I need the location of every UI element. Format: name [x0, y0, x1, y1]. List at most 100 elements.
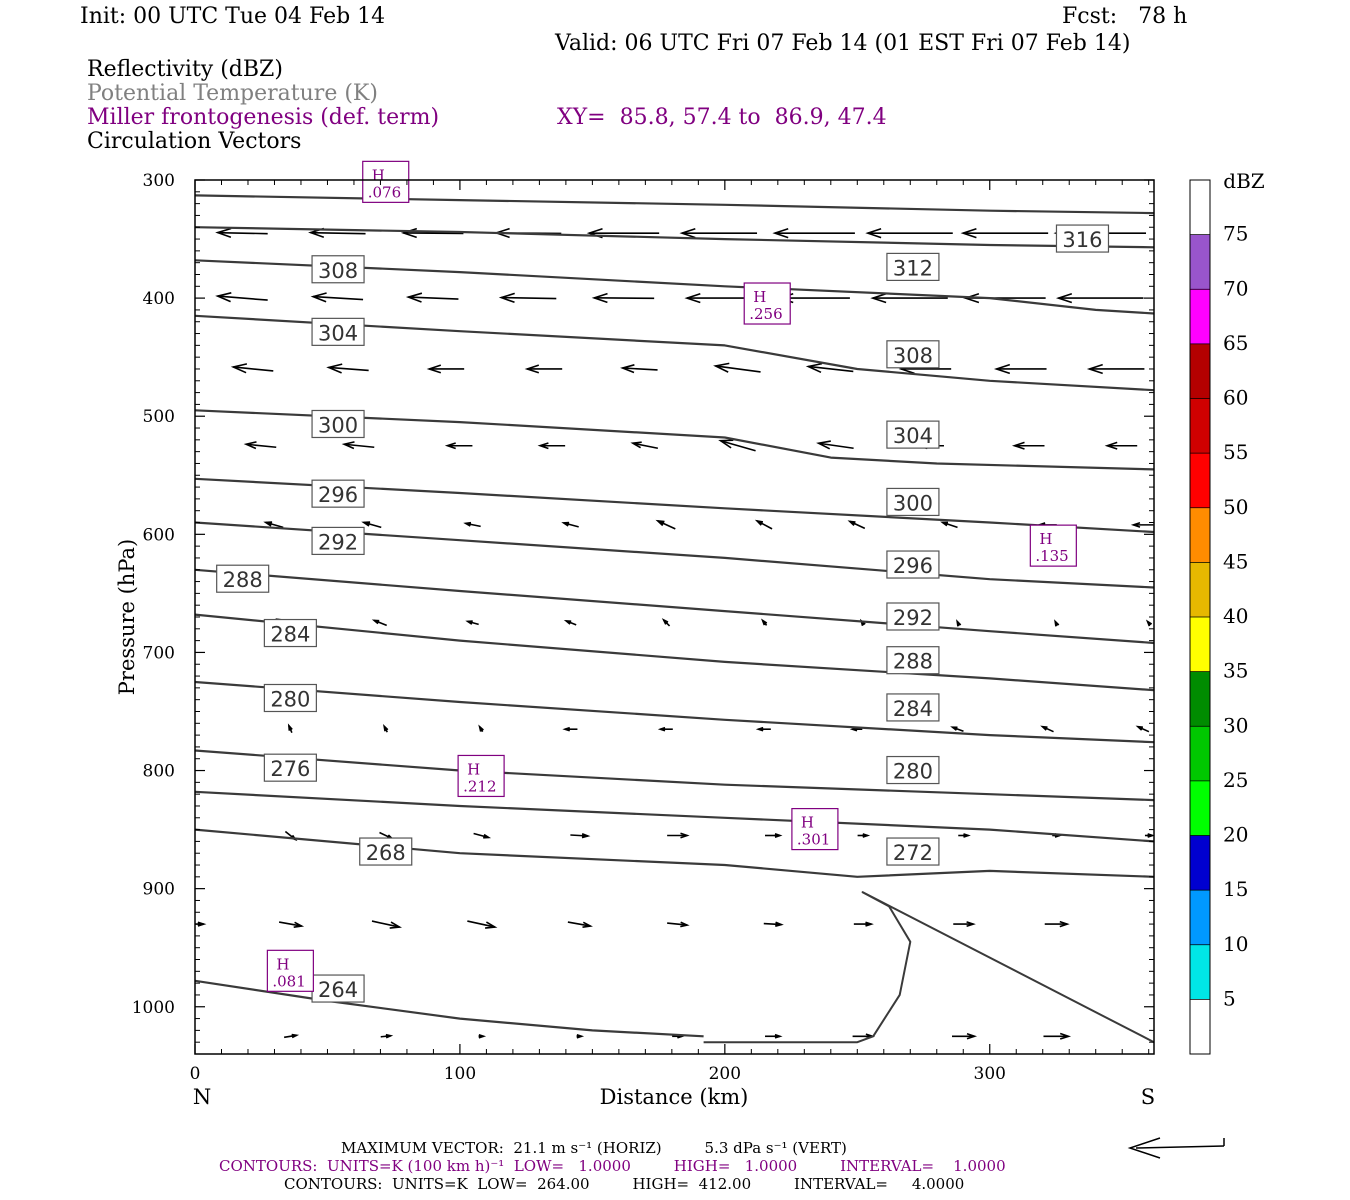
circulation-vector — [380, 1033, 394, 1039]
vector-shaft — [328, 366, 369, 372]
contour-label: 308 — [318, 259, 358, 283]
contour-label-box — [263, 618, 317, 648]
colorbar-segment — [1190, 944, 1210, 1000]
vector-head — [400, 227, 418, 239]
vector-head — [966, 1033, 978, 1040]
vector-shaft — [567, 921, 591, 927]
contour-label: 276 — [270, 757, 310, 781]
vector-head — [870, 292, 887, 304]
circulation-vector — [847, 520, 866, 530]
field-reflectivity: Reflectivity (dBZ) — [87, 57, 283, 82]
y-tick-label: 400 — [143, 289, 175, 309]
field-circulation-vectors: Circulation Vectors — [87, 129, 302, 154]
circulation-vector — [562, 726, 578, 732]
contour-label: 288 — [893, 650, 933, 674]
theta-contour — [195, 828, 1154, 878]
vector-head — [582, 921, 593, 928]
fronto-max-box — [791, 807, 839, 851]
vector-head — [620, 364, 635, 374]
vector-head — [1104, 441, 1118, 450]
contour-label: 296 — [318, 483, 358, 507]
colorbar-segment — [1190, 398, 1210, 454]
colorbar-tick-label: 50 — [1223, 495, 1248, 519]
contour-label-box — [311, 526, 365, 556]
vector-head — [197, 921, 207, 927]
colorbar-tick-label: 70 — [1223, 276, 1248, 300]
vector-head — [1086, 363, 1103, 375]
colorbar-tick-label: 65 — [1223, 331, 1248, 355]
circulation-vector — [570, 832, 591, 839]
theta-contour — [195, 979, 704, 1038]
fronto-max-box — [743, 282, 791, 325]
contour-label: 304 — [318, 321, 358, 345]
contour-label-box — [886, 646, 940, 675]
vector-shaft — [408, 296, 459, 300]
footer-max-vector: MAXIMUM VECTOR: 21.1 m s⁻¹ (HORIZ) 5.3 d… — [341, 1139, 847, 1157]
circulation-vector — [361, 521, 382, 529]
circulation-vector — [243, 441, 277, 450]
fronto-max-value: .076 — [368, 183, 401, 201]
circulation-vector — [465, 620, 479, 626]
vector-head — [1040, 725, 1048, 731]
vector-head — [1059, 1032, 1072, 1040]
vector-shaft — [371, 920, 400, 928]
contour-label: 280 — [893, 760, 933, 784]
circulation-vector — [805, 362, 854, 374]
circulation-vectors — [195, 227, 1154, 1040]
vector-head — [1135, 725, 1143, 731]
vector-head — [383, 723, 389, 732]
x-tick-label: 100 — [444, 1064, 476, 1084]
vector-head — [679, 227, 696, 239]
circulation-vector — [940, 521, 958, 529]
colorbar-segment — [1190, 671, 1210, 727]
circulation-vector — [405, 292, 459, 303]
vector-head — [713, 362, 730, 373]
contour-label: 316 — [1062, 228, 1102, 252]
theta-contour — [195, 613, 1154, 692]
circulation-vector — [755, 726, 771, 732]
circulation-vector — [684, 292, 753, 304]
contour-label-box — [359, 837, 413, 866]
contour-label: 304 — [893, 424, 933, 448]
circulation-vector — [865, 227, 953, 239]
circulation-vector — [326, 363, 369, 374]
colorbar-tick-label: 15 — [1223, 877, 1248, 901]
colorbar-tick-label: 60 — [1223, 386, 1248, 410]
vector-head — [655, 519, 665, 527]
reference-vector-head — [1127, 1137, 1161, 1159]
axes: 300 400 500 600 700 800 900 1000 0 100 200 300 — [132, 171, 1154, 1084]
vector-shaft — [715, 365, 761, 373]
vector-shaft — [246, 443, 277, 449]
x-axis-label: Distance (km) — [600, 1085, 749, 1109]
vector-head — [215, 227, 232, 239]
vector-head — [524, 364, 540, 374]
vector-shaft — [233, 366, 274, 372]
vector-head — [361, 521, 371, 527]
fronto-max-label: H — [801, 814, 814, 832]
circulation-vector — [463, 521, 481, 528]
circulation-vector — [310, 292, 364, 303]
circulation-vector — [1011, 441, 1045, 450]
y-tick-label: 500 — [143, 407, 175, 427]
vector-head — [463, 521, 472, 527]
vector-head — [341, 441, 355, 450]
contour-label-box — [216, 564, 270, 593]
contour-label-box — [886, 837, 940, 866]
theta-contour — [195, 314, 1154, 392]
colorbar-segment — [1190, 180, 1210, 235]
y-tick-label: 600 — [143, 525, 175, 545]
fronto-max-box — [362, 160, 410, 203]
colorbar-tick-label: 25 — [1223, 768, 1248, 792]
circulation-vector — [371, 619, 387, 627]
fronto-max-value: .081 — [272, 972, 305, 990]
vector-shaft — [808, 365, 854, 373]
vector-head — [966, 921, 976, 928]
colorbar-segment — [1190, 507, 1210, 563]
circulation-vector — [215, 227, 268, 239]
fronto-max-value: .212 — [463, 777, 496, 795]
colorbar-segment — [1190, 780, 1210, 836]
contour-label: 280 — [270, 687, 310, 711]
contour-label-box — [886, 602, 940, 631]
circulation-vector — [1135, 725, 1150, 733]
